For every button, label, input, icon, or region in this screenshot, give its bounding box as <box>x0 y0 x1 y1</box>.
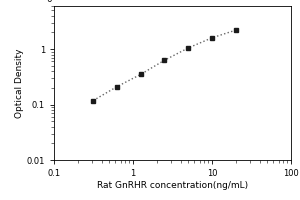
Y-axis label: Optical Density: Optical Density <box>15 48 24 118</box>
X-axis label: Rat GnRHR concentration(ng/mL): Rat GnRHR concentration(ng/mL) <box>97 181 248 190</box>
Text: 6: 6 <box>46 0 52 4</box>
